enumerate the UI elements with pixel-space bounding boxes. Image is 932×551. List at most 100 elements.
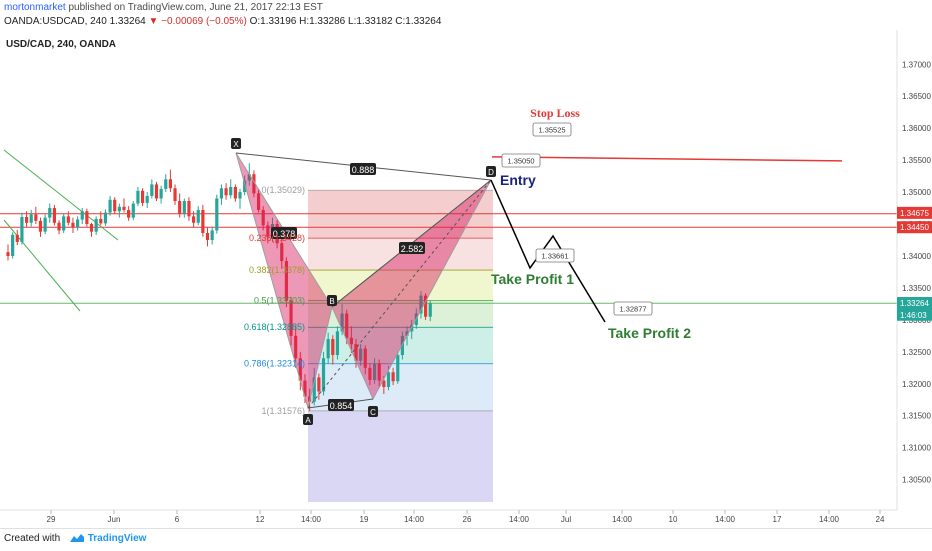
candle-body	[108, 199, 112, 213]
publish-info: mortonmarket published on TradingView.co…	[4, 2, 323, 13]
candle-body	[252, 174, 256, 194]
point-marker	[327, 295, 337, 306]
candle-body	[396, 355, 400, 382]
trend-line	[3, 219, 81, 312]
candle-body	[178, 201, 182, 214]
candle-body	[247, 174, 251, 181]
candle-body	[294, 335, 298, 359]
candle-body	[317, 377, 321, 392]
ratio-box	[399, 242, 425, 254]
candle-body	[372, 363, 377, 380]
price-tag-label: 1.34450	[900, 223, 929, 232]
candle-body	[29, 214, 33, 223]
take-profit-1-callout: 1.33661	[541, 252, 568, 261]
candle-body	[66, 216, 70, 223]
fib-level-label: 0.618(1.32885)	[244, 322, 305, 332]
y-tick-label: 1.32000	[902, 380, 931, 389]
candle-body	[24, 217, 29, 223]
trend-line	[3, 149, 119, 241]
fib-level-label: 0.382(1.3378)	[249, 265, 305, 275]
candle-body	[140, 190, 145, 203]
x-tick-label: 14:00	[819, 515, 840, 524]
ratio-label: 0.888	[352, 165, 375, 175]
chart-title: USD/CAD, 240, OANDA	[6, 39, 116, 50]
brand-name[interactable]: TradingView	[87, 533, 147, 544]
candle-body	[238, 192, 242, 199]
ratio-label: 2.582	[401, 244, 424, 254]
candle-body	[38, 220, 43, 232]
candle-body	[80, 211, 84, 220]
price-change: ▼ −0.00069 (−0.05%)	[148, 16, 247, 27]
x-tick-label: Jun	[108, 515, 121, 524]
y-tick-label: 1.34000	[902, 252, 931, 261]
fib-level-label: 0.786(1.32314)	[244, 359, 305, 369]
candle-body	[117, 206, 121, 212]
price-axis-bg	[897, 30, 932, 510]
x-tick-label: 26	[463, 515, 472, 524]
candle-body	[205, 232, 210, 241]
y-tick-label: 1.35000	[902, 188, 931, 197]
candle-body	[363, 348, 367, 368]
candle-body	[187, 201, 191, 217]
candle-body	[57, 222, 61, 231]
ratio-label: 0.854	[330, 401, 353, 411]
candle-body	[419, 295, 423, 314]
take-profit-1-callout-box	[535, 248, 575, 263]
stop-loss-label: Stop Loss	[530, 106, 580, 120]
ratio-box	[350, 163, 376, 175]
ratio-box	[271, 227, 297, 239]
candle-body	[280, 243, 284, 262]
candle-body	[145, 195, 149, 203]
author-link[interactable]: mortonmarket	[4, 2, 66, 13]
point-label: D	[488, 168, 494, 177]
price-tag	[897, 221, 932, 234]
ratio-box	[328, 399, 354, 411]
candle-body	[6, 252, 10, 256]
fib-band	[308, 270, 493, 301]
take-profit-1-label: Take Profit 1	[491, 271, 574, 287]
candle-body	[224, 188, 228, 196]
footer-credit: Created with TradingView	[4, 533, 146, 544]
symbol-info: OANDA:USDCAD, 240 1.33264 ▼ −0.00069 (−0…	[4, 16, 441, 27]
candle-body	[168, 179, 172, 189]
tradingview-logo-icon	[69, 534, 84, 543]
price-tag	[897, 206, 932, 219]
candle-body	[173, 188, 177, 202]
price-tag	[897, 297, 932, 310]
y-tick-label: 1.36000	[902, 124, 931, 133]
candle-body	[76, 219, 80, 228]
price-chart[interactable]: X A B C D 0.888 2.582 0.854 0.378 0(1.35029) 0.23…	[0, 30, 932, 528]
candle-body	[368, 367, 372, 380]
candle-body	[20, 217, 24, 242]
candle-body	[201, 209, 205, 233]
x-tick-label: 14:00	[301, 515, 322, 524]
candle-body	[312, 377, 316, 402]
candle-body	[122, 206, 126, 210]
y-tick-label: 1.37000	[902, 60, 931, 69]
price-tag	[897, 308, 932, 321]
point-label: C	[370, 408, 376, 417]
candle-body	[405, 331, 409, 336]
candle-body	[233, 186, 237, 199]
entry-callout-box	[501, 153, 541, 168]
point-marker	[231, 138, 241, 149]
candle-body	[256, 193, 261, 210]
candle-body	[289, 300, 293, 336]
x-tick-label: 14:00	[715, 515, 736, 524]
fib-level-label: 1(1.31576)	[261, 406, 305, 416]
last-price: 1.33264	[109, 16, 146, 27]
candle-body	[136, 190, 140, 204]
candle-body	[71, 222, 75, 228]
take-profit-2-callout-box	[613, 301, 653, 316]
candle-body	[62, 216, 66, 231]
point-marker	[303, 414, 313, 425]
y-tick-label: 1.36500	[902, 92, 931, 101]
ohlc-values: O:1.33196 H:1.33286 L:1.33182 C:1.33264	[249, 16, 442, 27]
stop-loss-callout: 1.35525	[538, 126, 565, 135]
x-tick-label: Jul	[561, 515, 571, 524]
x-tick-label: 17	[773, 515, 782, 524]
candle-body	[159, 188, 163, 199]
candle-body	[331, 339, 335, 356]
footer: Created with TradingView	[0, 528, 932, 551]
x-tick-label: 14:00	[612, 515, 633, 524]
